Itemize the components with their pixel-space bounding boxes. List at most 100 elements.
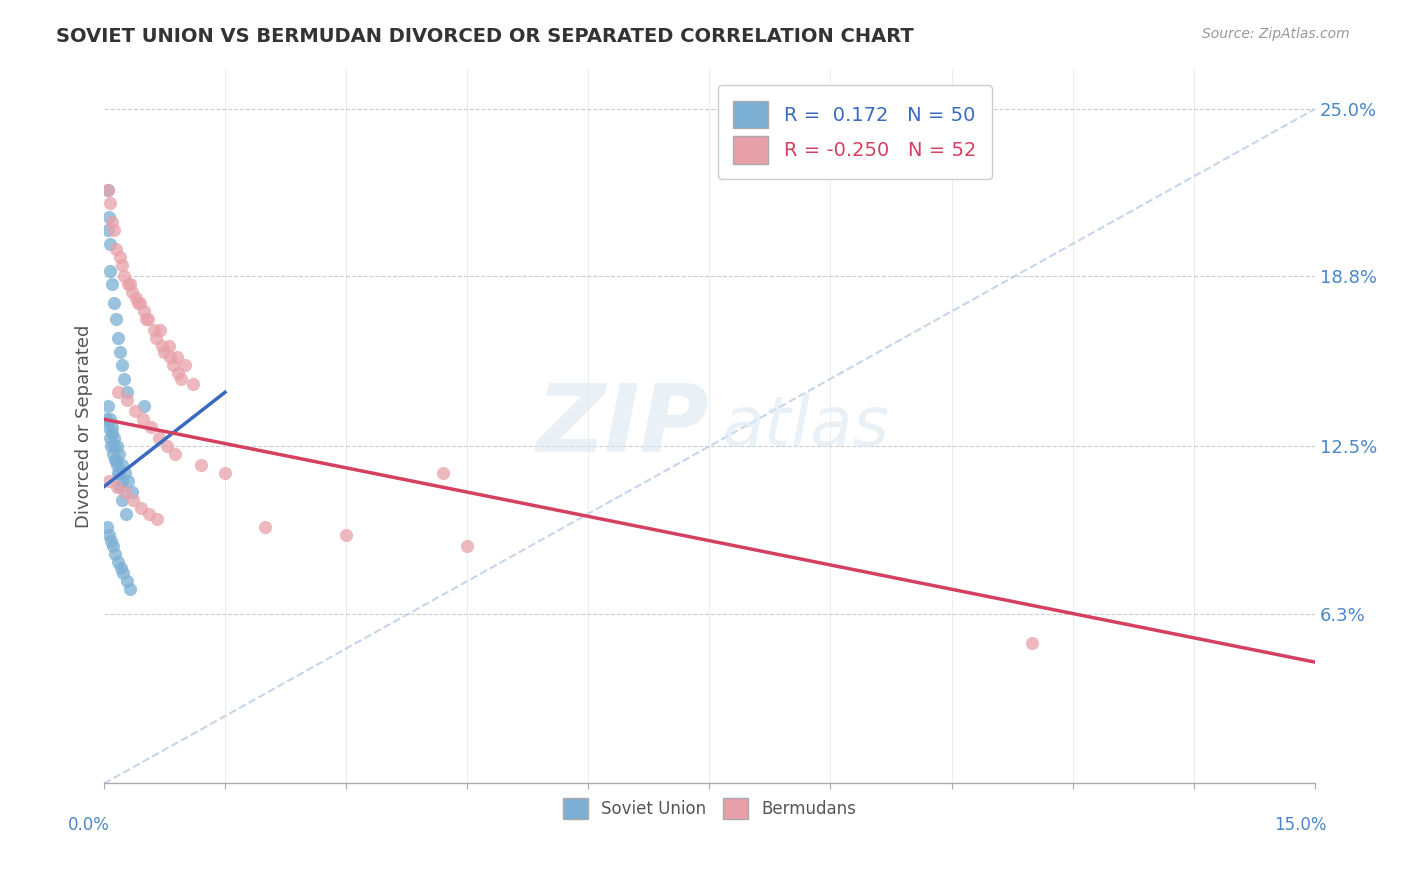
Point	[166, 350, 188, 364]
Point	[105, 312, 128, 326]
Point	[1021, 636, 1043, 650]
Point	[156, 439, 179, 453]
Point	[101, 420, 124, 434]
Point	[100, 439, 122, 453]
Point	[129, 296, 152, 310]
Point	[254, 520, 277, 534]
Point	[101, 215, 124, 229]
Point	[159, 350, 181, 364]
Point	[114, 485, 136, 500]
Point	[122, 493, 145, 508]
Point	[108, 447, 131, 461]
Point	[114, 507, 136, 521]
Point	[107, 385, 129, 400]
Point	[432, 467, 454, 481]
Point	[103, 296, 125, 310]
Point	[108, 344, 131, 359]
Point	[100, 533, 122, 548]
Point	[100, 196, 122, 211]
Point	[97, 183, 120, 197]
Point	[96, 520, 118, 534]
Point	[104, 452, 127, 467]
Point	[100, 264, 122, 278]
Point	[131, 412, 153, 426]
Point	[105, 439, 128, 453]
Point	[127, 296, 149, 310]
Point	[121, 285, 143, 300]
Point	[100, 236, 122, 251]
Point	[97, 420, 120, 434]
Point	[138, 507, 160, 521]
Point	[105, 480, 128, 494]
Point	[118, 582, 141, 597]
Point	[153, 344, 176, 359]
Point	[134, 304, 156, 318]
Point	[103, 431, 125, 445]
Text: 15.0%: 15.0%	[1274, 815, 1327, 834]
Point	[112, 372, 135, 386]
Point	[150, 339, 173, 353]
Point	[135, 312, 157, 326]
Point	[96, 412, 118, 426]
Point	[101, 539, 124, 553]
Point	[104, 547, 127, 561]
Point	[162, 359, 184, 373]
Point	[214, 467, 236, 481]
Point	[108, 467, 131, 481]
Text: SOVIET UNION VS BERMUDAN DIVORCED OR SEPARATED CORRELATION CHART: SOVIET UNION VS BERMUDAN DIVORCED OR SEP…	[56, 27, 914, 45]
Point	[124, 404, 146, 418]
Point	[110, 560, 132, 574]
Point	[101, 277, 124, 292]
Point	[148, 431, 170, 445]
Point	[115, 574, 138, 589]
Point	[115, 393, 138, 408]
Point	[163, 447, 186, 461]
Point	[111, 259, 134, 273]
Point	[107, 331, 129, 345]
Point	[107, 467, 129, 481]
Point	[121, 485, 143, 500]
Point	[157, 339, 180, 353]
Point	[134, 399, 156, 413]
Point	[117, 277, 139, 292]
Text: 0.0%: 0.0%	[67, 815, 110, 834]
Point	[111, 359, 134, 373]
Point	[167, 367, 190, 381]
Text: atlas: atlas	[721, 392, 890, 459]
Point	[143, 323, 166, 337]
Point	[146, 512, 169, 526]
Point	[105, 458, 128, 472]
Point	[118, 277, 141, 292]
Point	[107, 555, 129, 569]
Point	[97, 183, 120, 197]
Point	[129, 501, 152, 516]
Legend: Soviet Union, Bermudans: Soviet Union, Bermudans	[555, 791, 863, 825]
Point	[125, 291, 148, 305]
Point	[111, 458, 134, 472]
Point	[117, 475, 139, 489]
Point	[456, 539, 478, 553]
Point	[103, 223, 125, 237]
Point	[97, 210, 120, 224]
Point	[190, 458, 212, 472]
Point	[145, 331, 167, 345]
Point	[139, 420, 162, 434]
Point	[181, 377, 204, 392]
Point	[112, 269, 135, 284]
Point	[108, 480, 131, 494]
Text: Source: ZipAtlas.com: Source: ZipAtlas.com	[1202, 27, 1350, 41]
Point	[101, 447, 124, 461]
Point	[97, 399, 120, 413]
Point	[111, 475, 134, 489]
Point	[173, 359, 195, 373]
Point	[111, 493, 134, 508]
Text: ZIP: ZIP	[537, 380, 710, 472]
Point	[101, 425, 124, 440]
Point	[169, 372, 191, 386]
Point	[105, 242, 128, 256]
Point	[105, 452, 128, 467]
Point	[114, 467, 136, 481]
Point	[112, 566, 135, 580]
Point	[98, 431, 121, 445]
Point	[136, 312, 159, 326]
